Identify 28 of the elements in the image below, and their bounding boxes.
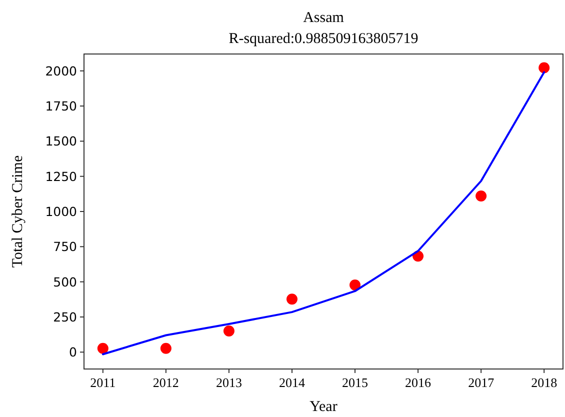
x-tick-label: 2018 <box>531 375 558 390</box>
y-tick-label: 1000 <box>45 204 78 219</box>
point <box>476 190 487 202</box>
y-tick-label: 500 <box>53 274 78 290</box>
point <box>286 294 298 305</box>
x-tick-label: 2017 <box>468 375 495 390</box>
x-tick-label: 2014 <box>278 375 306 390</box>
point <box>223 326 234 337</box>
x-axis-title: Year <box>310 399 338 415</box>
chart-title: Assam <box>303 10 344 26</box>
y-axis-title: Total Cyber Crime <box>10 155 26 268</box>
x-tick-label: 2016 <box>405 375 432 390</box>
chart-subtitle: R-squared:0.988509163805719 <box>228 31 418 47</box>
point <box>538 62 550 74</box>
x-tick-label: 2015 <box>342 375 368 390</box>
x-tick-label: 2013 <box>216 375 242 390</box>
point <box>350 280 361 291</box>
y-tick-label: 250 <box>53 309 78 324</box>
y-tick-label: 1250 <box>45 168 78 184</box>
y-tick-label: 1500 <box>45 134 78 149</box>
point <box>160 342 172 354</box>
y-tick-label: 1750 <box>45 98 78 114</box>
point <box>97 342 108 354</box>
y-tick-label: 750 <box>53 239 78 254</box>
x-tick-label: 2011 <box>90 375 116 390</box>
x-tick-label: 2012 <box>152 375 179 390</box>
y-tick-label: 2000 <box>45 63 78 78</box>
y-tick-label: 0 <box>69 344 78 360</box>
